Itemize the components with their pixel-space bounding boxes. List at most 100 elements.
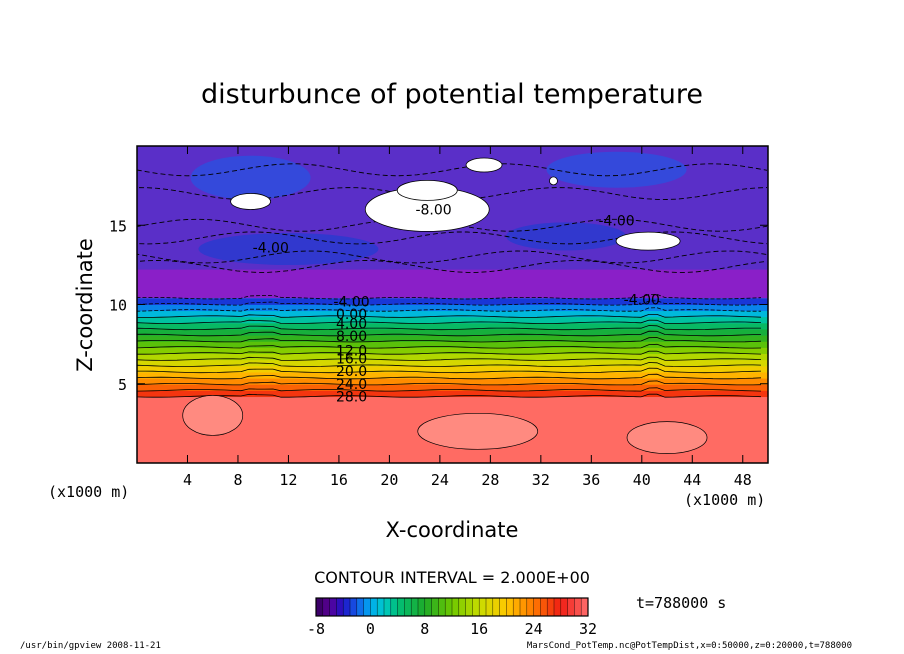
footer-left: /usr/bin/gpview 2008-11-21 — [20, 641, 161, 651]
contour-label: 24.0 — [336, 377, 367, 393]
x-tick-label: 44 — [683, 471, 701, 489]
colorbar-swatch — [329, 598, 337, 616]
colorbar-swatch — [431, 598, 439, 616]
colorbar-swatch — [547, 598, 555, 616]
colorbar-swatch — [506, 598, 514, 616]
y-tick-label: 15 — [109, 217, 127, 235]
temperature-band — [137, 347, 768, 355]
temperature-band — [137, 322, 768, 330]
colorbar-swatch — [533, 598, 541, 616]
undefined-region — [549, 176, 558, 186]
colorbar-swatch — [445, 598, 453, 616]
temperature-band — [137, 359, 768, 367]
contour-interval: CONTOUR INTERVAL = 2.000E+00 — [314, 568, 590, 587]
undefined-region — [465, 157, 503, 173]
colorbar-tick-label: 32 — [579, 620, 597, 638]
colorbar-swatch — [492, 598, 500, 616]
warm-patch — [417, 412, 539, 450]
contour-line — [137, 362, 762, 367]
colorbar-swatch — [363, 598, 371, 616]
y-axis-label: Z-coordinate — [73, 238, 97, 372]
contour-line — [137, 367, 762, 374]
colorbar-swatch — [438, 598, 446, 616]
colorbar-swatch — [486, 598, 494, 616]
x-tick-label: 40 — [633, 471, 651, 489]
temperature-band — [137, 353, 768, 361]
colorbar-tick-label: -8 — [307, 620, 325, 638]
colorbar-swatch — [513, 598, 521, 616]
colorbar-swatch — [316, 598, 324, 616]
x-tick-label: 28 — [481, 471, 499, 489]
temperature-band — [137, 341, 768, 348]
temperature-band — [137, 335, 768, 342]
contour-line — [137, 319, 762, 324]
colorbar-swatch — [472, 598, 480, 616]
colorbar-swatch — [370, 598, 378, 616]
colorbar-swatch — [404, 598, 412, 616]
colorbar-swatch — [390, 598, 398, 616]
colorbar-swatch — [411, 598, 419, 616]
y-axis-ticks: 5 10 15 — [109, 217, 768, 394]
colorbar-swatch — [322, 598, 330, 616]
colorbar-swatch — [343, 598, 351, 616]
colorbar-swatch — [458, 598, 466, 616]
warm-patch — [626, 421, 708, 454]
temperature-band — [137, 316, 768, 324]
x-tick-label: 20 — [380, 471, 398, 489]
time-label: t=788000 s — [636, 594, 726, 612]
contour-line — [137, 300, 762, 306]
colorbar-swatch — [526, 598, 534, 616]
contour-line — [137, 380, 762, 386]
colorbar-swatch — [540, 598, 548, 616]
cold-patch — [190, 155, 311, 200]
colorbar-swatch — [567, 598, 575, 616]
x-tick-label: 8 — [233, 471, 242, 489]
contour-line — [137, 260, 768, 273]
colorbar-swatch — [581, 598, 589, 616]
contour-line — [137, 356, 762, 361]
colorbar-swatch — [356, 598, 364, 616]
contour-label: 20.0 — [336, 364, 367, 380]
x-tick-label: 24 — [431, 471, 449, 489]
x-axis-ticks: 4 8 12 16 20 24 28 32 36 40 44 48 — [183, 146, 752, 489]
contour-line — [137, 163, 768, 177]
colorbar-ticks: -8 0 8 16 24 32 — [307, 620, 597, 638]
colorbar-swatch — [397, 598, 405, 616]
contour-line — [137, 250, 768, 264]
y-tick-label: 10 — [109, 297, 127, 315]
x-tick-label: 4 — [183, 471, 192, 489]
contour-line — [137, 294, 762, 300]
x-tick-label: 12 — [279, 471, 297, 489]
temperature-band — [137, 310, 768, 318]
y-tick-label: 5 — [118, 376, 127, 394]
undefined-region — [230, 193, 271, 210]
cold-patch — [546, 151, 687, 188]
contour-label: 16.0 — [336, 351, 367, 367]
contour-label: 0.00 — [336, 307, 367, 323]
contour-label: 8.00 — [336, 329, 367, 345]
cold-band — [137, 269, 768, 299]
x-tick-label: 48 — [734, 471, 752, 489]
temperature-band — [137, 390, 768, 398]
colorbar-tick-label: 24 — [525, 620, 543, 638]
colorbar-swatch — [554, 598, 562, 616]
colorbar-tick-label: 16 — [470, 620, 488, 638]
contour-line — [137, 387, 762, 392]
contour-line — [137, 325, 761, 331]
colorbar-swatch — [479, 598, 487, 616]
warm-patch — [182, 395, 244, 436]
contour-labels: -8.00-4.00-4.00-4.00-4.000.004.008.0012.… — [253, 202, 660, 405]
x-tick-label: 36 — [582, 471, 600, 489]
temperature-band — [137, 304, 768, 312]
contour-line — [137, 337, 762, 343]
contour-line — [137, 373, 762, 380]
contour-line — [137, 307, 761, 312]
chart-title: disturbunce of potential temperature — [201, 79, 703, 110]
colorbar-swatch — [418, 598, 426, 616]
x-axis-label: X-coordinate — [386, 518, 519, 542]
colorbar — [315, 598, 589, 616]
temperature-band — [137, 298, 768, 305]
temperature-band — [137, 371, 768, 379]
colorbar-swatch — [350, 598, 358, 616]
contour-label: -4.00 — [253, 240, 289, 256]
